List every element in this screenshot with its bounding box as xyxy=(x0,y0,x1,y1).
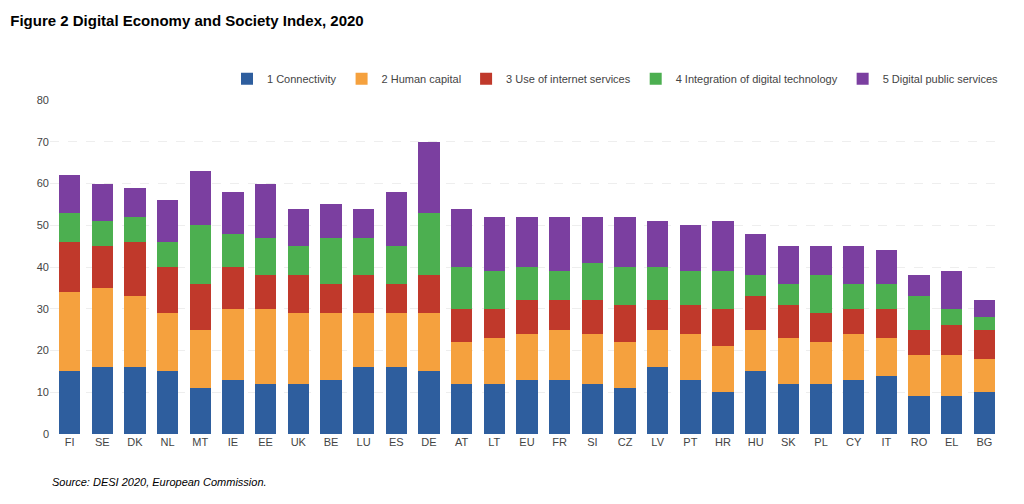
svg-text:BE: BE xyxy=(324,436,339,448)
svg-text:5 Digital public services: 5 Digital public services xyxy=(883,73,998,85)
svg-text:MT: MT xyxy=(192,436,208,448)
svg-text:SI: SI xyxy=(587,436,597,448)
svg-text:50: 50 xyxy=(37,219,49,231)
svg-text:FR: FR xyxy=(552,436,567,448)
svg-text:HR: HR xyxy=(715,436,731,448)
svg-text:0: 0 xyxy=(43,428,49,440)
svg-text:EE: EE xyxy=(258,436,273,448)
svg-text:SK: SK xyxy=(781,436,796,448)
svg-text:2 Human capital: 2 Human capital xyxy=(382,73,462,85)
svg-text:LV: LV xyxy=(651,436,664,448)
svg-text:PL: PL xyxy=(814,436,827,448)
svg-text:1 Connectivity: 1 Connectivity xyxy=(267,73,337,85)
svg-text:3 Use of internet services: 3 Use of internet services xyxy=(506,73,631,85)
svg-text:SE: SE xyxy=(95,436,110,448)
svg-text:20: 20 xyxy=(37,344,49,356)
svg-text:HU: HU xyxy=(748,436,764,448)
svg-text:PT: PT xyxy=(683,436,697,448)
svg-text:CY: CY xyxy=(846,436,862,448)
svg-text:DK: DK xyxy=(127,436,143,448)
svg-text:IT: IT xyxy=(881,436,891,448)
svg-text:10: 10 xyxy=(37,386,49,398)
svg-text:Source: DESI 2020, European Co: Source: DESI 2020, European Commission. xyxy=(52,476,267,488)
svg-text:4 Integration of digital techn: 4 Integration of digital technology xyxy=(676,73,838,85)
svg-text:FI: FI xyxy=(65,436,75,448)
svg-text:40: 40 xyxy=(37,261,49,273)
svg-text:DE: DE xyxy=(421,436,436,448)
svg-text:IE: IE xyxy=(228,436,238,448)
svg-text:UK: UK xyxy=(291,436,307,448)
svg-text:30: 30 xyxy=(37,303,49,315)
svg-text:NL: NL xyxy=(161,436,175,448)
svg-text:EL: EL xyxy=(945,436,958,448)
svg-text:ES: ES xyxy=(389,436,404,448)
svg-text:80: 80 xyxy=(37,94,49,106)
svg-text:RO: RO xyxy=(911,436,928,448)
svg-text:CZ: CZ xyxy=(618,436,633,448)
svg-text:70: 70 xyxy=(37,136,49,148)
svg-text:AT: AT xyxy=(455,436,469,448)
svg-text:Figure 2 Digital Economy and S: Figure 2 Digital Economy and Society Ind… xyxy=(10,12,363,29)
svg-text:LT: LT xyxy=(488,436,500,448)
svg-text:BG: BG xyxy=(976,436,992,448)
svg-text:EU: EU xyxy=(519,436,534,448)
svg-text:60: 60 xyxy=(37,177,49,189)
svg-text:LU: LU xyxy=(357,436,371,448)
